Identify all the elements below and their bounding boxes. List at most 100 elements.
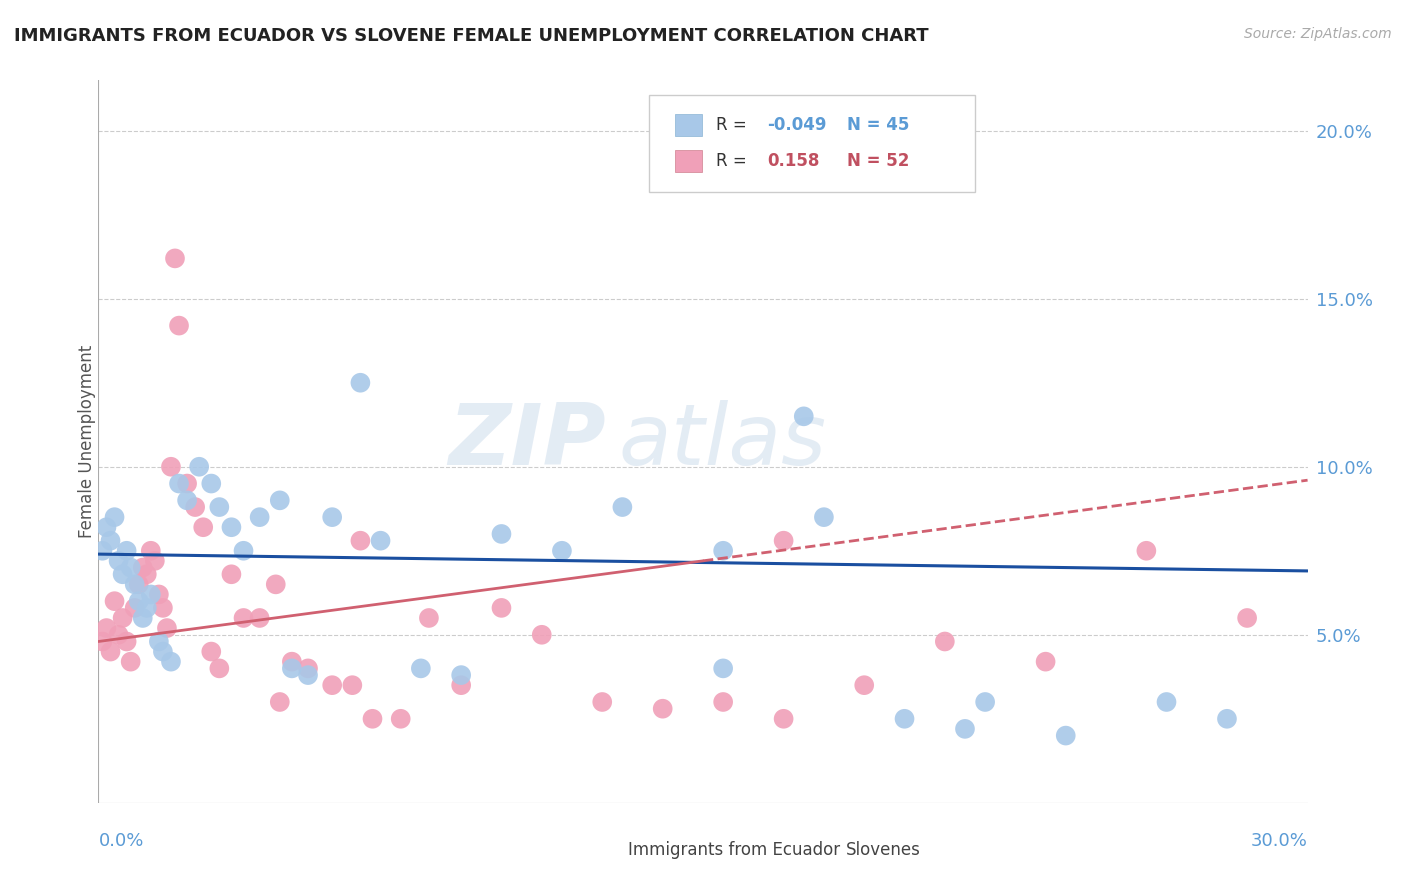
Point — [342, 678, 364, 692]
Point — [772, 712, 794, 726]
Point — [139, 543, 162, 558]
Point — [281, 661, 304, 675]
Point — [249, 611, 271, 625]
Point — [148, 587, 170, 601]
Point — [370, 533, 392, 548]
Point — [321, 678, 343, 692]
Text: 0.0%: 0.0% — [98, 831, 143, 850]
Point — [124, 577, 146, 591]
Text: N = 45: N = 45 — [846, 116, 910, 134]
Point — [711, 543, 734, 558]
Point — [264, 577, 287, 591]
Point — [793, 409, 815, 424]
Point — [281, 655, 304, 669]
Point — [591, 695, 613, 709]
FancyBboxPatch shape — [648, 95, 976, 193]
Text: Immigrants from Ecuador: Immigrants from Ecuador — [628, 841, 841, 859]
Text: R =: R = — [716, 116, 752, 134]
Point — [269, 695, 291, 709]
Point — [120, 655, 142, 669]
Point — [156, 621, 179, 635]
Point — [96, 621, 118, 635]
Point — [1054, 729, 1077, 743]
Point — [128, 577, 150, 591]
Point — [772, 533, 794, 548]
Point — [530, 628, 553, 642]
Point — [491, 527, 513, 541]
Point — [232, 611, 254, 625]
Point — [120, 560, 142, 574]
Point — [163, 252, 186, 266]
FancyBboxPatch shape — [595, 841, 621, 858]
Point — [361, 712, 384, 726]
FancyBboxPatch shape — [675, 114, 702, 136]
FancyBboxPatch shape — [811, 841, 838, 858]
Point — [103, 594, 125, 608]
Point — [96, 520, 118, 534]
Point — [208, 661, 231, 675]
Point — [132, 611, 155, 625]
Text: N = 52: N = 52 — [846, 153, 910, 170]
Point — [167, 318, 190, 333]
Point — [135, 600, 157, 615]
Point — [551, 543, 574, 558]
Text: R =: R = — [716, 153, 752, 170]
Point — [139, 587, 162, 601]
Point — [176, 493, 198, 508]
Point — [893, 712, 915, 726]
Point — [349, 533, 371, 548]
Point — [711, 695, 734, 709]
Point — [269, 493, 291, 508]
Point — [297, 668, 319, 682]
Point — [111, 567, 134, 582]
Point — [853, 678, 876, 692]
Point — [184, 500, 207, 514]
Point — [124, 600, 146, 615]
Point — [232, 543, 254, 558]
Point — [193, 520, 215, 534]
Point — [143, 554, 166, 568]
Point — [409, 661, 432, 675]
Text: 0.158: 0.158 — [768, 153, 820, 170]
Point — [1216, 712, 1239, 726]
Point — [221, 567, 243, 582]
Point — [711, 661, 734, 675]
Point — [103, 510, 125, 524]
Point — [107, 554, 129, 568]
FancyBboxPatch shape — [675, 151, 702, 172]
Point — [297, 661, 319, 675]
Point — [128, 594, 150, 608]
Point — [188, 459, 211, 474]
Text: 30.0%: 30.0% — [1251, 831, 1308, 850]
Text: -0.049: -0.049 — [768, 116, 827, 134]
Point — [176, 476, 198, 491]
Point — [953, 722, 976, 736]
Point — [1337, 668, 1360, 682]
Point — [450, 668, 472, 682]
Point — [934, 634, 956, 648]
Point — [132, 560, 155, 574]
Y-axis label: Female Unemployment: Female Unemployment — [79, 345, 96, 538]
Text: IMMIGRANTS FROM ECUADOR VS SLOVENE FEMALE UNEMPLOYMENT CORRELATION CHART: IMMIGRANTS FROM ECUADOR VS SLOVENE FEMAL… — [14, 27, 929, 45]
Point — [152, 600, 174, 615]
Point — [249, 510, 271, 524]
Point — [450, 678, 472, 692]
Point — [208, 500, 231, 514]
Point — [111, 611, 134, 625]
Point — [974, 695, 997, 709]
Point — [221, 520, 243, 534]
Point — [491, 600, 513, 615]
Point — [115, 634, 138, 648]
Point — [91, 634, 114, 648]
Point — [160, 459, 183, 474]
Text: Slovenes: Slovenes — [845, 841, 921, 859]
Point — [152, 644, 174, 658]
Point — [1156, 695, 1178, 709]
Point — [321, 510, 343, 524]
Point — [160, 655, 183, 669]
Point — [813, 510, 835, 524]
Point — [115, 543, 138, 558]
Point — [200, 644, 222, 658]
Point — [91, 543, 114, 558]
Point — [1035, 655, 1057, 669]
